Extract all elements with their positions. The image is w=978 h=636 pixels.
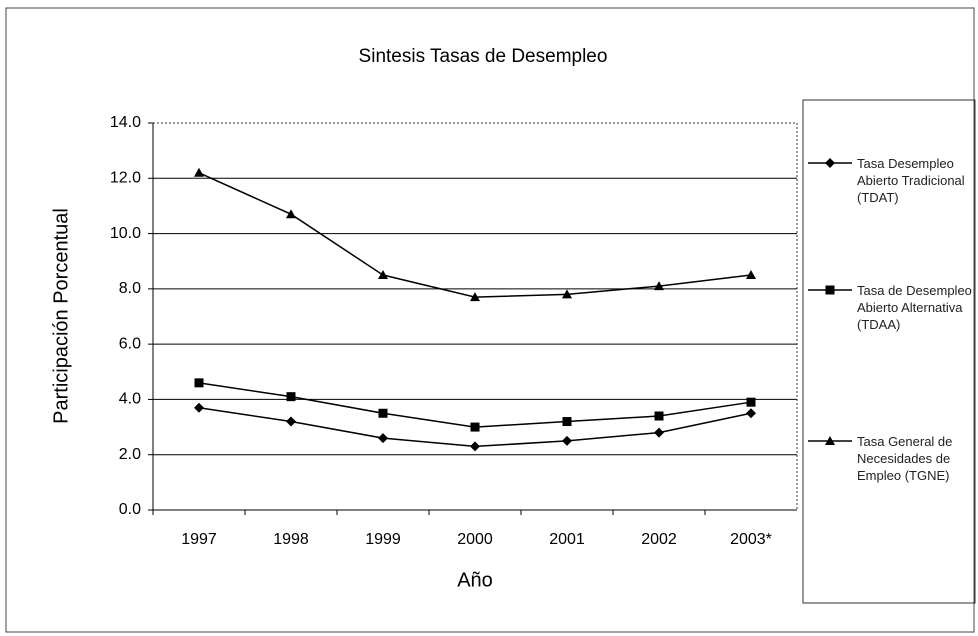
marker (825, 285, 835, 295)
x-tick-label: 2003* (730, 531, 772, 548)
x-tick-label: 2000 (457, 531, 493, 548)
marker (194, 167, 204, 177)
y-tick-label: 8.0 (119, 280, 141, 297)
x-tick-label: 1997 (181, 531, 217, 548)
x-tick-label: 1998 (273, 531, 309, 548)
series-line (198, 172, 752, 298)
marker (654, 281, 664, 291)
marker (470, 422, 480, 432)
marker (746, 270, 756, 280)
marker (286, 209, 296, 219)
marker (562, 417, 572, 427)
y-tick-label: 4.0 (119, 391, 141, 408)
marker (286, 416, 296, 427)
chart-border (5, 7, 975, 633)
legend-label: Tasa General de Necesidades de Empleo (T… (857, 434, 953, 483)
y-tick-label: 6.0 (119, 335, 141, 352)
marker (746, 408, 756, 419)
plot-area (152, 122, 798, 511)
marker (286, 392, 296, 402)
chart-title: Sintesis Tasas de Desempleo (359, 46, 608, 67)
marker (378, 270, 388, 280)
x-tick-label: 1999 (365, 531, 401, 548)
marker (825, 158, 835, 168)
marker (194, 378, 204, 388)
y-tick-label: 0.0 (119, 501, 141, 518)
legend-label: Tasa de Desempleo Abierto Alternativa (T… (857, 283, 972, 332)
y-tick-label: 14.0 (110, 114, 141, 131)
marker (378, 433, 388, 444)
x-tick-label: 2001 (549, 531, 585, 548)
y-tick-label: 2.0 (119, 446, 141, 463)
marker (470, 441, 480, 452)
y-axis-label: Participación Porcentual (50, 208, 72, 424)
y-tick-label: 12.0 (110, 170, 141, 187)
marker (194, 402, 204, 413)
marker (378, 408, 388, 418)
x-tick-label: 2002 (641, 531, 677, 548)
legend-label: Tasa Desempleo Abierto Tradicional (TDAT… (857, 156, 965, 205)
marker (746, 397, 756, 407)
marker (654, 427, 664, 438)
legend-box (802, 99, 976, 604)
x-axis-label: Año (457, 569, 493, 591)
y-tick-label: 10.0 (110, 225, 141, 242)
marker (654, 411, 664, 421)
marker (825, 436, 835, 445)
marker (562, 435, 572, 446)
marker (562, 289, 572, 299)
marker (470, 292, 480, 302)
